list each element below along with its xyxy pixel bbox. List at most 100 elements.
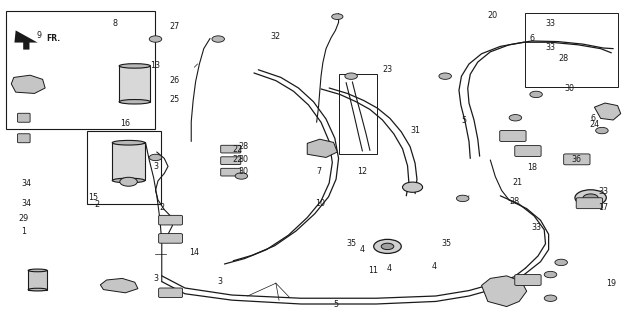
Circle shape — [583, 194, 598, 202]
FancyBboxPatch shape — [159, 215, 182, 225]
Text: 14: 14 — [189, 248, 199, 257]
Text: 22: 22 — [232, 156, 242, 164]
Circle shape — [212, 36, 224, 42]
Circle shape — [403, 182, 423, 192]
Text: 8: 8 — [112, 20, 117, 28]
Circle shape — [374, 239, 401, 253]
FancyBboxPatch shape — [18, 134, 30, 143]
Polygon shape — [307, 139, 337, 157]
Text: 16: 16 — [120, 119, 130, 128]
Text: 24: 24 — [589, 120, 599, 129]
FancyBboxPatch shape — [221, 157, 241, 164]
Text: 10: 10 — [315, 199, 325, 208]
Polygon shape — [14, 30, 38, 50]
Circle shape — [544, 271, 557, 278]
FancyBboxPatch shape — [500, 131, 526, 141]
Bar — [87, 131, 161, 204]
Text: 3: 3 — [153, 274, 158, 283]
Text: 30: 30 — [238, 167, 248, 176]
Text: 35: 35 — [441, 239, 451, 248]
Text: 35: 35 — [346, 239, 356, 248]
Text: 15: 15 — [88, 193, 98, 202]
Text: 5: 5 — [333, 300, 338, 309]
Text: 33: 33 — [598, 187, 608, 196]
Text: 6: 6 — [590, 114, 595, 123]
Text: 2: 2 — [159, 204, 164, 212]
FancyBboxPatch shape — [159, 288, 182, 298]
Text: 12: 12 — [357, 167, 367, 176]
Text: 30: 30 — [238, 155, 248, 164]
Text: 7: 7 — [316, 167, 321, 176]
Text: 25: 25 — [169, 95, 179, 104]
Text: 6: 6 — [529, 34, 534, 43]
Ellipse shape — [119, 64, 150, 68]
Text: 34: 34 — [21, 179, 31, 188]
Circle shape — [555, 259, 567, 266]
Text: 13: 13 — [150, 61, 161, 70]
Text: 33: 33 — [531, 223, 541, 232]
Text: 4: 4 — [360, 245, 365, 254]
FancyBboxPatch shape — [564, 154, 590, 165]
Text: 23: 23 — [382, 65, 393, 74]
Circle shape — [544, 295, 557, 301]
Circle shape — [345, 73, 357, 79]
Text: 34: 34 — [21, 199, 31, 208]
FancyBboxPatch shape — [221, 145, 241, 153]
Circle shape — [149, 154, 162, 161]
Text: 4: 4 — [386, 264, 391, 273]
Bar — [119, 66, 150, 102]
FancyBboxPatch shape — [515, 146, 541, 156]
Circle shape — [575, 190, 606, 206]
Text: 20: 20 — [487, 11, 497, 20]
Circle shape — [439, 73, 451, 79]
Text: 9: 9 — [36, 31, 41, 40]
Text: 28: 28 — [509, 197, 519, 206]
Circle shape — [381, 243, 394, 250]
Text: 3: 3 — [153, 162, 158, 171]
Text: 5: 5 — [461, 116, 466, 125]
FancyBboxPatch shape — [221, 168, 241, 176]
Text: 28: 28 — [558, 54, 568, 63]
Text: 31: 31 — [410, 126, 420, 135]
Circle shape — [149, 36, 162, 42]
Ellipse shape — [119, 100, 150, 104]
Bar — [339, 74, 377, 154]
Text: 29: 29 — [19, 214, 29, 223]
Circle shape — [456, 195, 469, 202]
Polygon shape — [11, 75, 45, 93]
Text: 1: 1 — [21, 228, 26, 236]
Text: 19: 19 — [606, 279, 616, 288]
FancyBboxPatch shape — [159, 234, 182, 243]
Text: 33: 33 — [545, 43, 556, 52]
Text: 28: 28 — [238, 142, 248, 151]
Text: 33: 33 — [545, 20, 556, 28]
Text: 4: 4 — [431, 262, 436, 271]
Circle shape — [235, 173, 248, 179]
FancyBboxPatch shape — [576, 198, 603, 209]
Polygon shape — [100, 278, 138, 293]
Ellipse shape — [28, 288, 47, 291]
FancyBboxPatch shape — [515, 275, 541, 285]
Text: 17: 17 — [598, 203, 608, 212]
Circle shape — [596, 127, 608, 134]
Text: 18: 18 — [527, 164, 537, 172]
Text: 22: 22 — [232, 145, 242, 154]
Text: 2: 2 — [95, 200, 100, 209]
Bar — [6, 11, 155, 129]
Ellipse shape — [112, 140, 145, 145]
Text: 26: 26 — [169, 76, 179, 85]
Polygon shape — [482, 276, 527, 307]
Text: FR.: FR. — [46, 34, 60, 43]
Circle shape — [332, 14, 343, 20]
Bar — [525, 13, 618, 87]
Bar — [112, 143, 145, 180]
Circle shape — [509, 115, 522, 121]
Text: 27: 27 — [169, 22, 179, 31]
Circle shape — [120, 177, 137, 186]
Text: 11: 11 — [368, 266, 378, 275]
Circle shape — [530, 91, 542, 98]
Ellipse shape — [112, 178, 145, 183]
Bar — [28, 270, 47, 290]
Text: 36: 36 — [572, 155, 582, 164]
Text: 3: 3 — [217, 277, 222, 286]
